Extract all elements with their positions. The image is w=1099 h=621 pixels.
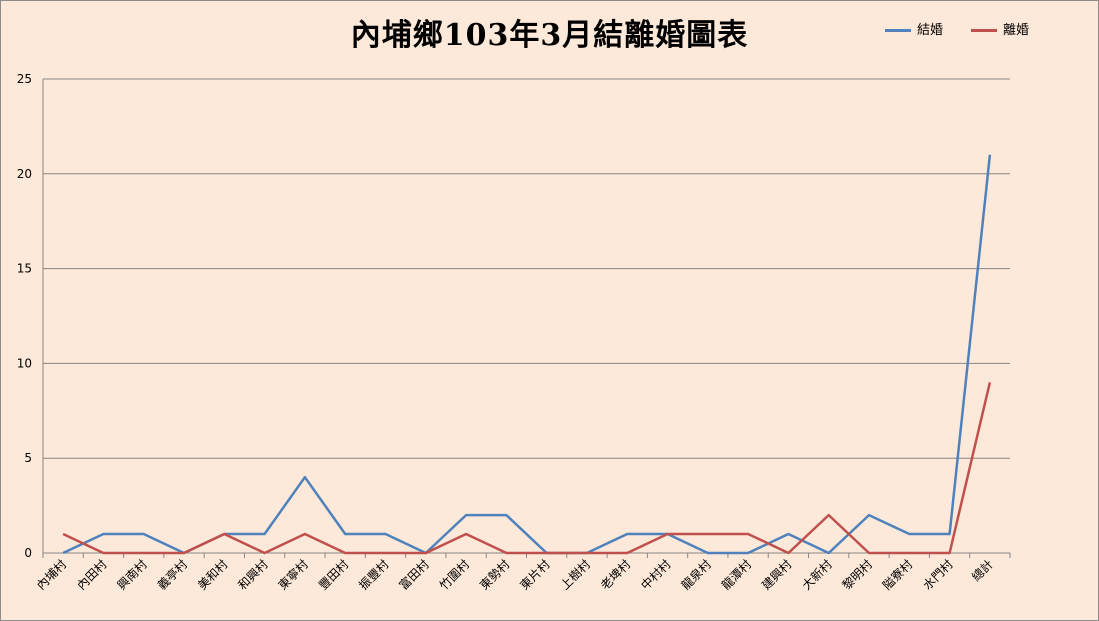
x-tick-label: 內埔村: [34, 557, 69, 592]
x-tick-label: 振豐村: [356, 557, 391, 592]
x-tick-label: 東寧村: [275, 557, 311, 593]
y-tick-label: 10: [17, 356, 32, 370]
x-tick-label: 東片村: [517, 557, 552, 592]
legend-swatch-marriage: [885, 29, 911, 32]
x-tick-label: 內田村: [74, 557, 109, 592]
y-tick-label: 20: [17, 167, 32, 181]
x-tick-label: 美和村: [195, 557, 230, 592]
x-tick-label: 竹圍村: [437, 557, 472, 592]
legend-item-divorce: 離婚: [971, 19, 1029, 38]
x-tick-label: 水門村: [920, 557, 955, 592]
y-tick-label: 15: [17, 262, 32, 276]
series-line-marriage: [62, 154, 992, 555]
x-tick-label: 義亭村: [154, 557, 190, 593]
x-tick-label: 中村村: [638, 557, 674, 593]
x-tick-label: 總計: [968, 557, 996, 585]
series-line-divorce: [62, 382, 992, 555]
x-tick-label: 龍泉村: [678, 557, 714, 593]
x-tick-label: 老埤村: [598, 557, 633, 592]
legend-label-divorce: 離婚: [1003, 23, 1030, 38]
y-tick-label: 25: [17, 72, 32, 86]
x-tick-label: 富田村: [396, 557, 432, 593]
x-tick-label: 隘寮村: [879, 557, 915, 593]
chart-title: 內埔鄉103年3月結離婚圖表: [350, 18, 749, 53]
x-tick-label: 興南村: [114, 557, 150, 593]
y-tick-label: 5: [24, 451, 32, 465]
x-tick-label: 黎明村: [840, 557, 875, 592]
x-tick-label: 龍潭村: [718, 557, 754, 593]
x-tick-label: 建興村: [759, 557, 794, 592]
legend-swatch-divorce: [971, 29, 997, 32]
x-tick-label: 豐田村: [316, 557, 351, 592]
y-tick-label: 0: [24, 546, 32, 560]
legend-item-marriage: 結婚: [885, 19, 943, 38]
x-tick-label: 上樹村: [558, 557, 593, 592]
legend-label-marriage: 結婚: [917, 23, 944, 38]
x-tick-label: 東勢村: [476, 557, 512, 593]
x-tick-label: 大新村: [799, 557, 835, 593]
x-tick-label: 和興村: [235, 557, 270, 592]
